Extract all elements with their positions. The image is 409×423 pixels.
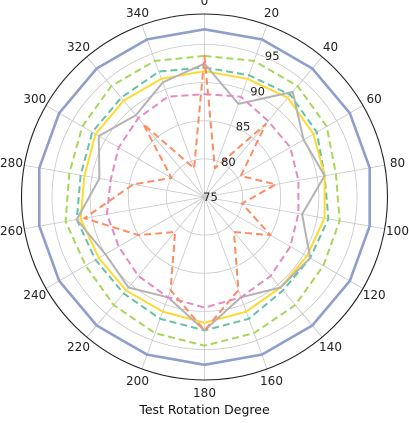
series-line-5 [105,93,300,309]
series-line-3 [79,70,326,324]
series-line-0 [37,27,372,367]
grid-spoke [204,164,385,198]
grid-spoke [204,105,364,198]
grid-spoke [86,196,205,338]
radial-tick-label: 90 [250,84,265,98]
angle-tick-label: 20 [264,6,279,20]
grid-spoke [45,105,205,198]
angle-tick-label: 80 [390,156,405,170]
tick-labels: 0 20 40 60 80 100 120 140 160 180 200 220 240 260 280 3… [0,0,409,400]
grid-spoke [204,196,323,338]
series-line-4 [75,62,326,332]
grid-spoke [204,196,268,370]
angle-tick-label: 40 [323,40,338,54]
angle-tick-label: 60 [367,92,382,106]
angle-tick-label: 120 [363,288,386,302]
angle-tick-label: 220 [67,340,90,354]
series-line-6 [83,54,277,332]
grid-spoke [24,196,205,230]
grid-spoke [204,196,364,289]
grid-spoke [45,196,205,289]
outer-boundary [20,13,389,381]
angle-tick-label: 140 [319,340,342,354]
radial-tick-label: 85 [236,120,251,134]
angle-tick-label: 340 [126,6,149,20]
angle-tick-label: 280 [0,156,23,170]
angle-tick-label: 100 [386,224,409,238]
grid-spoke [141,196,205,370]
angle-tick-label: 160 [260,374,283,388]
angle-tick-label: 300 [23,92,46,106]
x-axis-label: Test Rotation Degree [138,402,270,417]
angle-tick-label: 320 [67,40,90,54]
angle-tick-label: 0 [201,0,209,8]
angle-tick-label: 260 [0,224,23,238]
grid-spoke [141,24,205,198]
angle-tick-label: 240 [23,288,46,302]
series-group [37,27,372,367]
radial-tick-label: 75 [203,190,218,204]
radial-tick-label: 80 [221,155,236,169]
radial-tick-label: 95 [265,49,280,63]
series-line-1 [64,54,341,347]
angle-tick-label: 180 [193,386,216,400]
grid-spoke [24,164,205,198]
angle-tick-label: 200 [126,374,149,388]
grid-spoke [204,196,385,230]
